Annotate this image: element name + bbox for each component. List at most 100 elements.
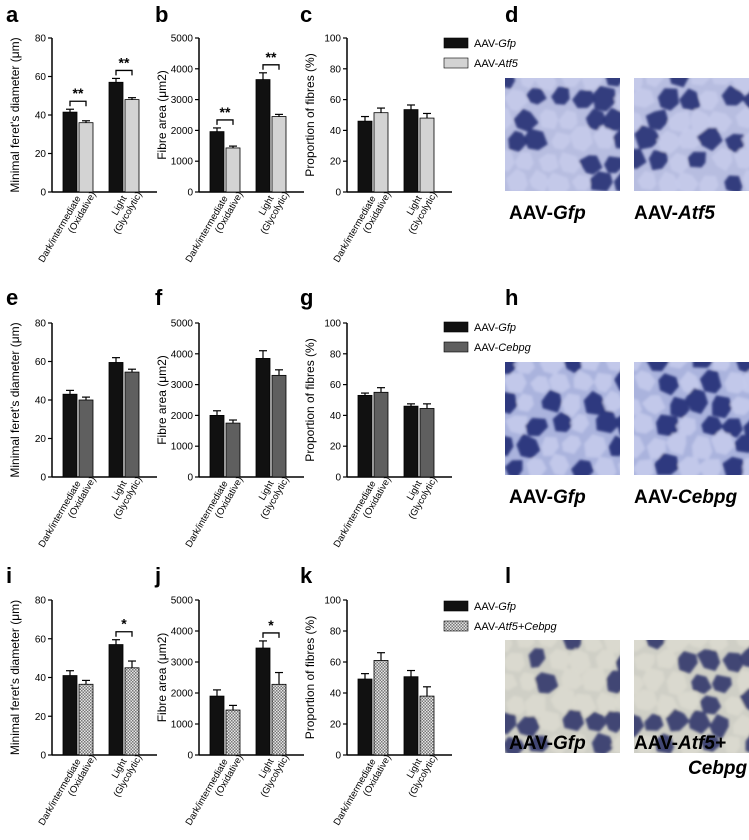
fibre bbox=[615, 416, 620, 435]
fibre bbox=[552, 412, 574, 433]
fibre bbox=[722, 456, 745, 475]
bar-treatment bbox=[271, 374, 287, 478]
legend-swatch bbox=[443, 57, 469, 69]
fibre bbox=[634, 370, 656, 392]
y-tick-label: 0 bbox=[335, 188, 341, 199]
fibre bbox=[617, 462, 620, 473]
fibre bbox=[634, 148, 647, 169]
bar-gfp bbox=[403, 109, 419, 193]
bar-treatment bbox=[373, 112, 389, 193]
fibre bbox=[641, 395, 666, 415]
fibre bbox=[665, 708, 690, 732]
fibre bbox=[541, 389, 562, 413]
fibre bbox=[736, 362, 749, 374]
significance-marker: ** bbox=[266, 49, 277, 65]
significance-marker: ** bbox=[119, 54, 130, 70]
y-tick-label: 1000 bbox=[171, 442, 194, 453]
bar-treatment bbox=[419, 695, 435, 756]
fibre bbox=[679, 88, 701, 111]
bar-treatment bbox=[225, 147, 241, 193]
fibre bbox=[538, 710, 561, 732]
fibre bbox=[572, 90, 596, 109]
fibre bbox=[645, 78, 664, 88]
legend-label: AAV-Gfp bbox=[474, 601, 516, 613]
y-tick-label: 80 bbox=[330, 64, 342, 75]
fibre bbox=[505, 460, 523, 475]
fibre bbox=[581, 668, 607, 692]
fibre bbox=[571, 174, 591, 191]
bar-gfp bbox=[357, 394, 373, 478]
y-tick-label: 4000 bbox=[171, 627, 194, 638]
fibre bbox=[528, 648, 546, 668]
legend-gene: Cebpg bbox=[498, 342, 531, 354]
significance-bracket bbox=[262, 632, 280, 638]
fibre bbox=[691, 78, 711, 86]
y-tick-label: 3000 bbox=[171, 380, 194, 391]
significance-marker: * bbox=[121, 616, 127, 632]
fibre bbox=[528, 735, 551, 753]
y-tick-label: 4000 bbox=[171, 64, 194, 75]
fibre bbox=[570, 733, 588, 753]
y-tick-label: 20 bbox=[35, 434, 47, 445]
bar-treatment bbox=[373, 660, 389, 756]
fibre bbox=[688, 710, 712, 734]
fibre bbox=[549, 453, 570, 475]
fibre bbox=[666, 433, 687, 456]
fibre bbox=[654, 733, 675, 753]
fibre bbox=[675, 416, 697, 436]
y-tick-label: 80 bbox=[330, 627, 342, 638]
fibre bbox=[595, 649, 616, 670]
bar-treatment bbox=[419, 117, 435, 193]
fibre bbox=[723, 736, 741, 753]
fibre bbox=[525, 417, 549, 436]
fibre bbox=[538, 640, 558, 648]
fibre bbox=[523, 128, 548, 151]
fibre bbox=[514, 152, 534, 171]
fibre bbox=[634, 434, 646, 459]
fibre bbox=[519, 672, 538, 692]
bar-treatment bbox=[124, 99, 140, 193]
fibre bbox=[578, 155, 603, 175]
panel-label-g: g bbox=[300, 285, 313, 310]
fibre bbox=[733, 148, 749, 169]
caption-gene: Gfp bbox=[553, 487, 586, 508]
fibre bbox=[602, 390, 620, 412]
legend-swatch bbox=[443, 600, 469, 612]
y-tick-label: 100 bbox=[324, 596, 341, 607]
y-tick-label: 20 bbox=[35, 712, 47, 723]
bar-gfp bbox=[255, 79, 271, 193]
caption-prefix: AAV- bbox=[509, 487, 553, 508]
fibre bbox=[685, 387, 709, 414]
fibre bbox=[612, 129, 620, 149]
legend-gene: Gfp bbox=[498, 38, 516, 50]
fibre bbox=[729, 396, 749, 416]
micrograph-caption: AAV-Gfp bbox=[509, 203, 586, 224]
fibre bbox=[592, 125, 616, 149]
fibre bbox=[526, 88, 547, 105]
fibre bbox=[696, 127, 723, 151]
micrograph-h-left bbox=[505, 362, 620, 475]
fibre bbox=[571, 459, 594, 475]
chart-a: 0 20 40 60 80 Minimal feret's diameter (μm) **… bbox=[8, 34, 157, 264]
fibre bbox=[736, 640, 749, 649]
y-tick-label: 2000 bbox=[171, 411, 194, 422]
bar-gfp bbox=[62, 393, 78, 478]
fibre bbox=[701, 415, 723, 436]
micrograph-l-left bbox=[505, 640, 620, 753]
bar-gfp bbox=[62, 675, 78, 756]
fibre bbox=[687, 151, 706, 168]
y-axis-label: Fibre area (μm2) bbox=[155, 633, 169, 723]
fibre bbox=[645, 109, 669, 131]
fibre bbox=[666, 671, 688, 696]
fibre bbox=[526, 457, 547, 475]
fibre bbox=[551, 86, 570, 105]
y-tick-label: 0 bbox=[335, 751, 341, 762]
y-axis-label: Fibre area (μm2) bbox=[155, 355, 169, 445]
fibre bbox=[570, 413, 590, 434]
y-tick-label: 40 bbox=[35, 396, 47, 407]
y-tick-label: 5000 bbox=[171, 319, 194, 330]
legend-label: AAV-Atf5+Cebpg bbox=[474, 621, 558, 633]
fibre bbox=[548, 735, 569, 753]
